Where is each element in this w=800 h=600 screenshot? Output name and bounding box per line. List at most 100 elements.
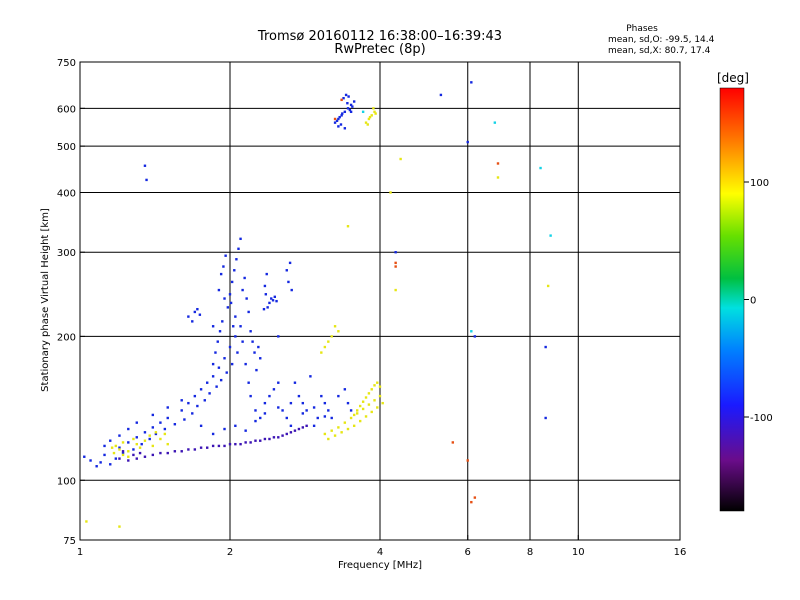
data-point [496, 162, 500, 165]
data-point [234, 424, 237, 428]
data-point [290, 288, 293, 292]
data-point [340, 114, 343, 117]
data-point [305, 424, 308, 428]
data-point [367, 392, 371, 395]
data-point [297, 427, 301, 431]
data-point [239, 237, 242, 241]
data-point [85, 520, 88, 523]
data-point [187, 401, 190, 405]
data-point [247, 381, 250, 384]
data-point [187, 315, 190, 318]
data-point [348, 108, 352, 112]
data-point [135, 436, 138, 439]
data-point [143, 439, 147, 442]
data-point [243, 276, 246, 280]
colorbar-ticks: 100 0 -100 [744, 178, 773, 424]
data-point [217, 444, 221, 448]
data-point [151, 444, 155, 448]
data-point [263, 437, 267, 441]
data-point [389, 191, 392, 194]
data-point [219, 378, 223, 382]
data-point [224, 254, 227, 257]
data-point [293, 381, 297, 384]
data-point [191, 320, 194, 323]
data-point [199, 446, 203, 449]
data-point [349, 416, 353, 420]
data-point [244, 429, 247, 432]
data-point [305, 409, 308, 412]
data-point [323, 401, 327, 405]
data-point [349, 103, 353, 107]
data-point [127, 450, 130, 453]
data-point [373, 384, 376, 387]
y-tick-label: 75 [63, 536, 76, 547]
data-point [351, 105, 354, 108]
data-point [330, 416, 333, 420]
data-point [277, 381, 280, 384]
data-point [234, 315, 237, 318]
data-point [352, 100, 356, 103]
x-tick-label: 1 [77, 547, 83, 558]
data-point [373, 399, 376, 402]
data-point [358, 419, 362, 423]
data-point [370, 114, 373, 117]
plot-area: 1 2 4 6 8 10 16 75 100 200 300 400 500 600 750 [57, 58, 686, 558]
data-point [83, 455, 86, 458]
data-point [320, 394, 323, 398]
chart-title-line1: Tromsø 20160112 16:38:00–16:39:43 [257, 29, 502, 44]
data-point [148, 434, 151, 437]
data-point [265, 272, 268, 276]
data-point [473, 335, 477, 338]
data-point [211, 362, 215, 366]
data-point [544, 416, 547, 420]
data-point [399, 157, 402, 161]
data-point [219, 272, 223, 276]
data-point [163, 432, 167, 436]
data-point [340, 431, 343, 434]
data-point [285, 432, 288, 436]
data-point [211, 375, 215, 378]
data-point [372, 107, 375, 110]
x-tick-label: 10 [572, 547, 585, 558]
x-tick-label: 8 [527, 547, 533, 558]
data-point [374, 112, 377, 115]
data-point [196, 404, 199, 408]
data-point [254, 439, 257, 442]
data-point [323, 415, 327, 418]
y-axis-label: Stationary phase Virtual Height [km] [40, 208, 51, 392]
data-point [341, 112, 344, 115]
data-point [288, 261, 292, 265]
data-point [135, 457, 138, 460]
data-point [268, 394, 271, 398]
data-point [273, 295, 276, 299]
data-point [342, 96, 345, 100]
data-point [211, 325, 215, 328]
data-point [121, 441, 125, 444]
data-point [378, 385, 382, 388]
data-point [347, 95, 350, 98]
data-point [110, 446, 114, 449]
colorbar-label: [deg] [717, 71, 749, 85]
data-point [281, 409, 284, 412]
data-point [199, 424, 203, 428]
data-point [346, 225, 350, 228]
data-point [229, 301, 233, 305]
data-point [154, 432, 158, 436]
x-tick-label: 16 [674, 547, 687, 558]
data-point [544, 345, 547, 349]
data-point [249, 441, 252, 444]
data-point [275, 299, 278, 303]
data-point [99, 461, 102, 464]
data-point [364, 415, 368, 418]
data-point [297, 394, 301, 398]
data-point [293, 429, 297, 432]
data-point [343, 110, 347, 114]
y-tick-label: 500 [57, 142, 76, 153]
data-point [228, 293, 232, 296]
data-point [281, 434, 284, 437]
data-point [343, 127, 347, 130]
data-point [394, 288, 397, 292]
data-point [222, 265, 225, 268]
data-point [241, 288, 244, 292]
data-point [312, 424, 316, 428]
